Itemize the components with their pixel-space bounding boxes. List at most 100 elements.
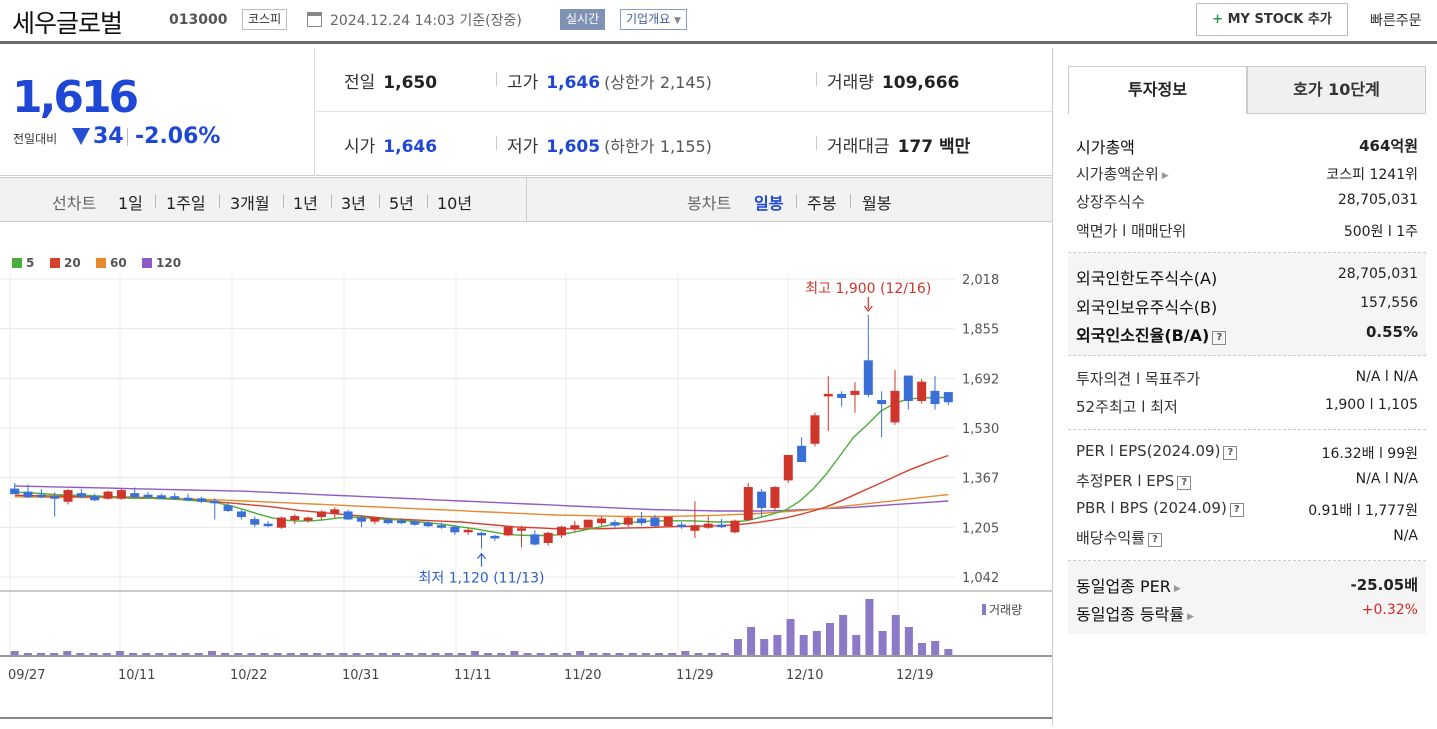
period-10y[interactable]: 10년 — [437, 194, 473, 213]
divider — [331, 194, 332, 208]
volume-label: 거래량 — [989, 603, 1022, 617]
candle-body — [543, 532, 553, 543]
period-1y[interactable]: 1년 — [293, 194, 318, 213]
candle-body — [436, 525, 446, 528]
candle-body — [343, 511, 353, 520]
y-tick-label: 1,692 — [962, 372, 999, 387]
info-group-opinion: 투자의견 l 목표주가 N/A l N/A 52주최고 l 최저 1,900 l 1… — [1068, 356, 1426, 430]
volume-bar — [799, 635, 808, 655]
candle-body — [10, 488, 20, 495]
market-cap-rank-label[interactable]: 시가총액순위 ▶ — [1076, 163, 1169, 184]
candle-body — [50, 496, 60, 499]
divider — [219, 194, 220, 208]
lower-limit-value: 1,155) — [659, 137, 712, 156]
corp-info-dropdown[interactable]: 기업개요 ▼ — [620, 9, 687, 30]
volume-bar — [589, 653, 598, 655]
candle-monthly[interactable]: 월봉 — [862, 194, 892, 213]
quick-order-link[interactable]: 빠른주문 — [1370, 13, 1422, 29]
help-icon[interactable]: ? — [1177, 476, 1192, 490]
listed-shares-value: 28,705,031 — [1337, 192, 1418, 208]
help-icon[interactable]: ? — [1223, 445, 1238, 460]
info-row: 액면가 l 매매단위 500원 l 1주 — [1076, 216, 1418, 245]
candle-body — [423, 522, 433, 527]
help-icon[interactable]: ? — [1212, 331, 1227, 345]
volume-bar — [628, 653, 637, 655]
volume-bar — [470, 651, 479, 655]
volume-bar — [405, 653, 414, 655]
period-3m[interactable]: 3개월 — [230, 194, 270, 213]
tab-investment-info[interactable]: 투자정보 — [1068, 66, 1247, 114]
y-tick-label: 1,855 — [962, 323, 999, 338]
ma5-swatch — [12, 258, 22, 268]
ma120-line — [14, 485, 949, 512]
current-price-panel: 1,616 전일대비 34 -2.06% — [0, 48, 315, 176]
candle-weekly[interactable]: 주봉 — [807, 194, 837, 213]
prev-close-value: 1,650 — [383, 73, 438, 93]
help-icon[interactable]: ? — [1148, 533, 1163, 547]
stats-row-1: 전일 1,650 고가 1,646 (상한가 2,145) 거래량 109,666 — [316, 48, 1052, 112]
legend-ma60: 60 — [96, 256, 127, 270]
volume-bar — [286, 653, 295, 655]
volume-bar — [773, 635, 782, 655]
volume-bar — [50, 653, 59, 655]
add-mystock-button[interactable]: + MY STOCK 추가 — [1196, 3, 1348, 36]
volume-bar — [891, 615, 900, 655]
industry-per-label[interactable]: 동일업종 PER ▶ — [1076, 573, 1181, 597]
realtime-button[interactable]: 실시간 — [560, 9, 606, 30]
per-eps-value: 16.32배 l 99원 — [1321, 445, 1418, 462]
tab-order-book[interactable]: 호가 10단계 — [1247, 66, 1426, 114]
line-chart-label: 선차트 — [52, 194, 97, 213]
chevron-right-icon: ▶ — [1161, 170, 1169, 181]
chevron-down-icon: ▼ — [674, 16, 681, 26]
candle-daily[interactable]: 일봉 — [754, 194, 784, 213]
volume-bar — [273, 653, 282, 655]
candle-body — [463, 529, 473, 533]
volume-bar — [825, 623, 834, 655]
high-arrow-head — [863, 305, 873, 312]
volume-label: 거래량 — [827, 73, 874, 93]
volume-bar — [89, 653, 98, 655]
help-icon[interactable]: ? — [1229, 502, 1244, 517]
est-per-text: 추정PER l EPS — [1076, 472, 1175, 490]
period-1w[interactable]: 1주일 — [166, 194, 206, 213]
quote-datetime: 2024.12.24 14:03 기준(장중) — [330, 13, 522, 29]
period-3y[interactable]: 3년 — [341, 194, 366, 213]
volume-value: 109,666 — [881, 73, 960, 93]
info-row: 동일업종 등락률 ▶ +0.32% — [1076, 597, 1418, 626]
upper-limit-value: 2,145) — [659, 73, 712, 92]
down-arrow-icon — [72, 128, 90, 145]
period-1d[interactable]: 1일 — [118, 194, 143, 213]
candle-body — [797, 445, 807, 463]
info-row: 52주최고 l 최저 1,900 l 1,105 — [1076, 392, 1418, 421]
divider — [283, 194, 284, 208]
volume-bar — [615, 653, 624, 655]
candle-body — [316, 511, 326, 518]
divider — [127, 128, 128, 146]
volume-bar — [760, 639, 769, 655]
period-5y[interactable]: 5년 — [389, 194, 414, 213]
candle-body — [570, 525, 580, 530]
candle-body — [850, 390, 860, 395]
legend-ma60-label: 60 — [110, 256, 127, 270]
candle-body — [36, 494, 46, 498]
volume: 거래량 109,666 — [827, 68, 959, 93]
volume-bar — [549, 653, 558, 655]
x-tick-label: 11/11 — [454, 668, 491, 683]
divider — [427, 194, 428, 208]
industry-change-label[interactable]: 동일업종 등락률 ▶ — [1076, 601, 1194, 625]
period-selector: 선차트 1일 1주일 3개월 1년 3년 5년 10년 봉차트 일봉 주봉 월봉 — [0, 177, 1052, 222]
open-value: 1,646 — [383, 137, 438, 157]
info-row: PER l EPS(2024.09)? 16.32배 l 99원 — [1076, 438, 1418, 467]
volume-bar — [418, 653, 427, 655]
x-tick-label: 11/20 — [564, 668, 601, 683]
industry-change-value: +0.32% — [1361, 602, 1418, 618]
divider — [379, 194, 380, 208]
candle-body — [877, 400, 887, 405]
volume-bar — [668, 653, 677, 655]
week52-value: 1,900 l 1,105 — [1325, 397, 1418, 413]
current-price: 1,616 — [12, 72, 139, 123]
industry-per-value: -25.05배 — [1350, 575, 1418, 594]
volume-bar — [378, 653, 387, 655]
par-value-value: 500원 l 1주 — [1343, 223, 1418, 240]
candle-body — [396, 520, 406, 524]
